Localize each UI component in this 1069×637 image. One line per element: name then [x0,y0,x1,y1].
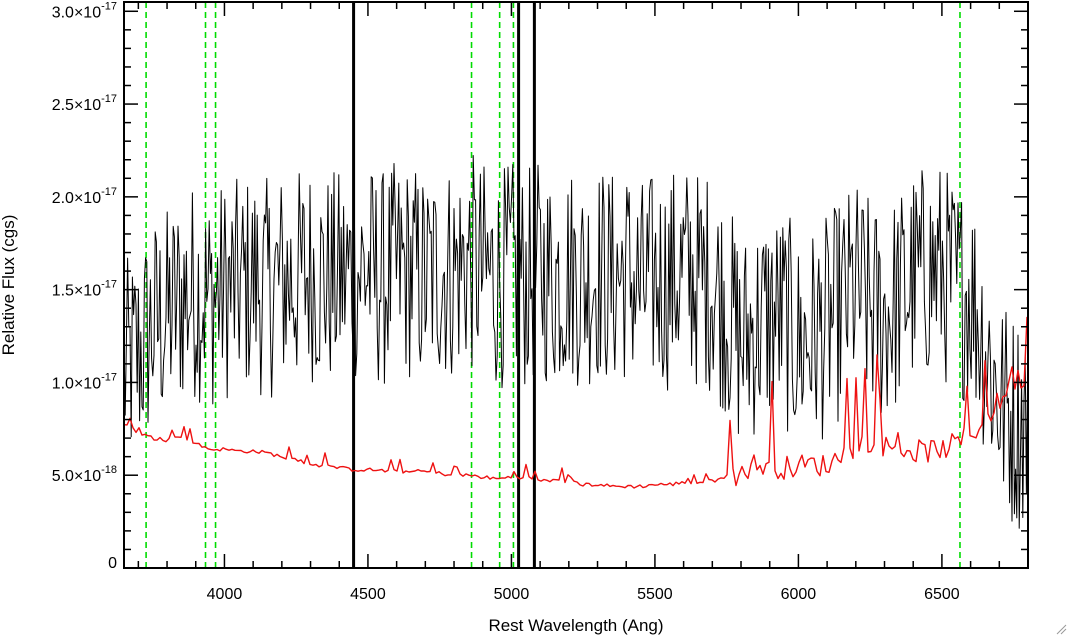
axis-ticks [124,2,1029,569]
spectrum-line [123,155,1029,529]
x-tick-labels: 4000 4500 5000 5500 6000 6500 [207,586,960,603]
y-tick-labels: 05.0×10-181.0×10-171.5×10-172.0×10-172.5… [52,0,117,572]
y-tick-label: 5.0×10-18 [52,464,117,485]
y-tick-exponent: -18 [101,464,117,476]
resize-grip-icon[interactable] [1055,623,1067,635]
y-tick-label: 2.0×10-17 [52,186,117,207]
y-tick-label: 1.0×10-17 [52,371,117,392]
series-layer [123,155,1029,529]
model-line [123,316,1028,489]
y-tick-exponent: -17 [101,0,117,12]
y-tick-mantissa: 2.5×10 [52,97,101,114]
x-tick-label: 5500 [637,586,673,603]
x-axis-title: Rest Wavelength (Ang) [488,616,663,635]
y-tick-mantissa: 3.0×10 [52,4,101,21]
plot-frame [123,1,1029,569]
y-tick-exponent: -17 [101,371,117,383]
y-tick-exponent: -17 [101,279,117,291]
y-axis-title: Relative Flux (cgs) [0,215,18,356]
x-tick-label: 5000 [494,586,530,603]
y-tick-label: 1.5×10-17 [52,279,117,300]
y-tick-mantissa: 2.0×10 [52,190,101,207]
y-tick-exponent: -17 [101,186,117,198]
y-tick-label: 3.0×10-17 [52,0,117,21]
reference-lines [145,2,961,568]
x-tick-label: 6000 [781,586,817,603]
y-tick-mantissa: 5.0×10 [52,468,101,485]
x-tick-label: 4500 [350,586,386,603]
y-tick-label: 2.5×10-17 [52,93,117,114]
x-tick-label: 4000 [207,586,243,603]
x-tick-label: 6500 [924,586,960,603]
y-tick-label: 0 [108,555,117,572]
y-tick-mantissa: 1.5×10 [52,283,101,300]
y-tick-exponent: -17 [101,93,117,105]
y-tick-mantissa: 1.0×10 [52,375,101,392]
